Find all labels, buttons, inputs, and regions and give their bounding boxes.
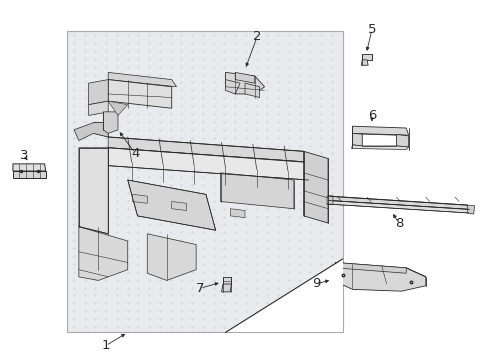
- Polygon shape: [361, 60, 368, 65]
- Polygon shape: [221, 284, 231, 292]
- Polygon shape: [94, 123, 108, 137]
- Polygon shape: [74, 123, 108, 140]
- Polygon shape: [467, 205, 475, 214]
- Polygon shape: [235, 72, 255, 83]
- Text: 3: 3: [20, 149, 28, 162]
- Polygon shape: [133, 194, 147, 203]
- Polygon shape: [351, 145, 409, 149]
- Polygon shape: [335, 262, 406, 273]
- Polygon shape: [352, 126, 409, 135]
- Polygon shape: [225, 259, 343, 332]
- Text: 6: 6: [368, 109, 376, 122]
- Bar: [67, 31, 343, 332]
- Polygon shape: [225, 72, 265, 94]
- Text: 1: 1: [101, 339, 110, 352]
- Polygon shape: [79, 148, 108, 234]
- Polygon shape: [108, 137, 309, 162]
- Polygon shape: [223, 277, 231, 284]
- Text: 4: 4: [131, 147, 139, 159]
- Polygon shape: [128, 180, 216, 230]
- Polygon shape: [89, 80, 108, 105]
- Polygon shape: [108, 101, 128, 116]
- Polygon shape: [89, 101, 108, 116]
- Polygon shape: [304, 151, 328, 223]
- Text: 8: 8: [395, 216, 403, 230]
- Text: 5: 5: [368, 23, 376, 36]
- Polygon shape: [103, 112, 118, 134]
- Polygon shape: [225, 80, 240, 94]
- Polygon shape: [108, 80, 172, 108]
- Polygon shape: [328, 196, 470, 210]
- Polygon shape: [172, 202, 186, 211]
- Polygon shape: [333, 262, 426, 291]
- Polygon shape: [108, 72, 176, 87]
- Polygon shape: [362, 54, 372, 60]
- Polygon shape: [13, 171, 46, 178]
- Polygon shape: [327, 196, 333, 204]
- Polygon shape: [352, 134, 362, 146]
- Polygon shape: [108, 148, 309, 180]
- Polygon shape: [327, 201, 470, 213]
- Polygon shape: [230, 209, 245, 218]
- Text: 9: 9: [312, 278, 320, 291]
- Text: 2: 2: [253, 30, 262, 43]
- Polygon shape: [79, 226, 128, 280]
- Text: 7: 7: [196, 282, 204, 295]
- Polygon shape: [396, 134, 409, 147]
- Polygon shape: [147, 234, 196, 280]
- Polygon shape: [13, 164, 46, 171]
- Polygon shape: [245, 83, 260, 98]
- Polygon shape: [220, 173, 294, 209]
